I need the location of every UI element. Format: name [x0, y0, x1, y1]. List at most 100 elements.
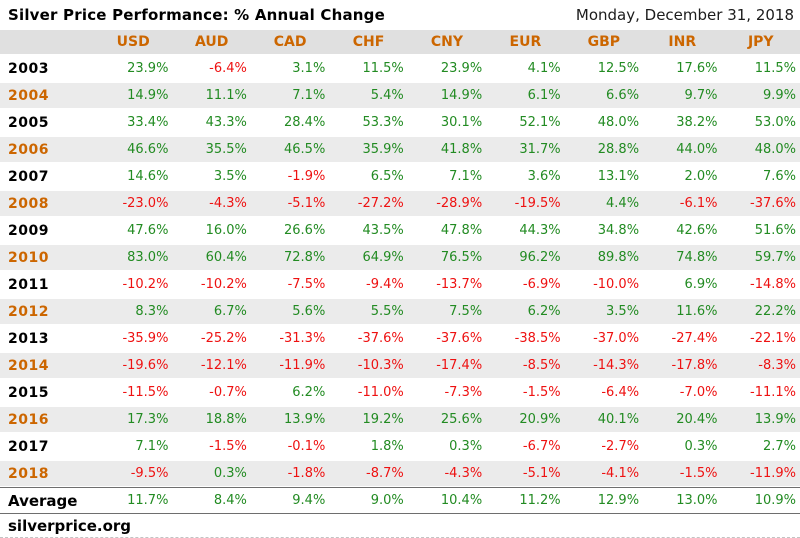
- value-cell: 6.6%: [564, 82, 644, 109]
- value-cell: -31.3%: [279, 331, 326, 346]
- value-cell: 46.6%: [94, 136, 173, 163]
- value-cell: 72.8%: [250, 244, 330, 271]
- value-cell: -35.9%: [122, 331, 169, 346]
- value-cell: 4.4%: [564, 190, 644, 217]
- value-cell: 7.6%: [762, 169, 796, 184]
- value-cell: 11.6%: [643, 298, 722, 325]
- value-cell: 2.7%: [762, 439, 796, 454]
- table-row-2017: 2017 7.1% -1.5% -0.1% 1.8% 0.3% -6.7% -2.7% 0.3%…: [0, 433, 800, 460]
- value-cell: 4.1%: [527, 61, 561, 76]
- value-cell: 23.9%: [127, 61, 169, 76]
- table-row-2015: 2015 -11.5% -0.7% 6.2% -11.0% -7.3% -1.5% -6.4%…: [0, 379, 800, 406]
- year-cell: 2003: [8, 60, 49, 77]
- value-cell: 64.9%: [329, 244, 408, 271]
- value-cell: 23.9%: [440, 61, 483, 76]
- year-cell: 2011: [8, 276, 49, 293]
- value-cell: -37.6%: [357, 331, 404, 346]
- value-cell: 7.5%: [407, 298, 487, 325]
- value-cell: 3.6%: [527, 169, 561, 184]
- table-row-2003: 2003 23.9% -6.4% 3.1% 11.5% 23.9% 4.1% 12.5% 17.…: [0, 55, 800, 82]
- value-cell: 42.6%: [676, 223, 718, 238]
- year-cell: 2009: [8, 222, 49, 239]
- year-cell: 2017: [8, 438, 49, 455]
- value-cell: -27.2%: [329, 190, 408, 217]
- value-cell: 76.5%: [407, 244, 487, 271]
- column-header-chf: CHF: [329, 29, 408, 55]
- value-cell: -0.7%: [209, 385, 247, 400]
- value-cell: -5.1%: [486, 460, 565, 488]
- value-cell: 28.4%: [284, 115, 326, 130]
- table-row-2008: 2008 -23.0% -4.3% -5.1% -27.2% -28.9% -19.5% 4.…: [0, 190, 800, 217]
- value-cell: 33.4%: [127, 115, 169, 130]
- value-cell: 14.9%: [94, 82, 173, 109]
- value-cell: 0.3%: [684, 439, 718, 454]
- value-cell: 47.6%: [127, 223, 169, 238]
- value-cell: -4.3%: [407, 460, 487, 488]
- value-cell: 6.5%: [370, 169, 404, 184]
- value-cell: 8.4%: [172, 487, 251, 514]
- value-cell: 53.0%: [754, 115, 796, 130]
- average-label: Average: [0, 487, 94, 514]
- value-cell: 6.1%: [486, 82, 565, 109]
- value-cell: 7.1%: [250, 82, 330, 109]
- value-cell: 6.9%: [684, 277, 718, 292]
- value-cell: -1.9%: [287, 169, 326, 184]
- value-cell: 0.3%: [449, 439, 483, 454]
- value-cell: 96.2%: [486, 244, 565, 271]
- value-cell: 9.0%: [329, 487, 408, 514]
- value-cell: -11.9%: [250, 352, 330, 379]
- value-cell: 30.1%: [440, 115, 483, 130]
- column-header-eur: EUR: [486, 29, 565, 55]
- column-header-usd: USD: [94, 29, 173, 55]
- year-cell: 2013: [8, 330, 49, 347]
- table-row-2013: 2013 -35.9% -25.2% -31.3% -37.6% -37.6% -38.5%…: [0, 325, 800, 352]
- table-row-2016: 2016 17.3% 18.8% 13.9% 19.2% 25.6% 20.9% 40.1% 2…: [0, 406, 800, 433]
- value-cell: 52.1%: [519, 115, 561, 130]
- value-cell: -11.0%: [357, 385, 404, 400]
- table-row-2006: 2006 46.6% 35.5% 46.5% 35.9% 41.8% 31.7% 28.8% 4…: [0, 136, 800, 163]
- value-cell: -10.2%: [200, 277, 247, 292]
- value-cell: 25.6%: [407, 406, 487, 433]
- value-cell: 9.4%: [250, 487, 330, 514]
- value-cell: 8.3%: [94, 298, 173, 325]
- annual-change-table: USD AUD CAD CHF CNY EUR GBP INR JPY 2003 23.9% -6.…: [0, 29, 800, 514]
- value-cell: -9.4%: [366, 277, 404, 292]
- value-cell: 11.5%: [754, 61, 796, 76]
- value-cell: 44.0%: [643, 136, 722, 163]
- column-header-inr: INR: [643, 29, 722, 55]
- value-cell: 34.8%: [597, 223, 640, 238]
- value-cell: 47.8%: [440, 223, 483, 238]
- year-cell: 2007: [8, 168, 49, 185]
- value-cell: 46.5%: [250, 136, 330, 163]
- value-cell: 20.4%: [643, 406, 722, 433]
- value-cell: -0.1%: [287, 439, 326, 454]
- value-cell: 53.3%: [362, 115, 404, 130]
- value-cell: 48.0%: [597, 115, 640, 130]
- value-cell: -19.5%: [486, 190, 565, 217]
- value-cell: -2.7%: [601, 439, 640, 454]
- value-cell: -6.4%: [601, 385, 640, 400]
- value-cell: -10.2%: [122, 277, 169, 292]
- table-row-2010: 2010 83.0% 60.4% 72.8% 64.9% 76.5% 96.2% 89.8% 7…: [0, 244, 800, 271]
- value-cell: -5.1%: [250, 190, 330, 217]
- value-cell: 7.1%: [449, 169, 483, 184]
- value-cell: -17.8%: [643, 352, 722, 379]
- value-cell: 9.7%: [643, 82, 722, 109]
- value-cell: 35.5%: [172, 136, 251, 163]
- value-cell: 48.0%: [721, 136, 800, 163]
- value-cell: 74.8%: [643, 244, 722, 271]
- average-row: Average 11.7% 8.4% 9.4% 9.0% 10.4% 11.2% 12.9% 1…: [0, 487, 800, 514]
- year-cell: 2004: [0, 82, 94, 109]
- column-header-aud: AUD: [172, 29, 251, 55]
- value-cell: -7.3%: [444, 385, 483, 400]
- year-cell: 2006: [0, 136, 94, 163]
- table-row-2014: 2014 -19.6% -12.1% -11.9% -10.3% -17.4% -8.5% -…: [0, 352, 800, 379]
- value-cell: 13.9%: [250, 406, 330, 433]
- value-cell: 9.9%: [721, 82, 800, 109]
- table-row-2012: 2012 8.3% 6.7% 5.6% 5.5% 7.5% 6.2% 3.5% 11.6% 22.…: [0, 298, 800, 325]
- column-header-gbp: GBP: [564, 29, 644, 55]
- value-cell: -6.1%: [643, 190, 722, 217]
- value-cell: 5.6%: [250, 298, 330, 325]
- column-header-cad: CAD: [250, 29, 330, 55]
